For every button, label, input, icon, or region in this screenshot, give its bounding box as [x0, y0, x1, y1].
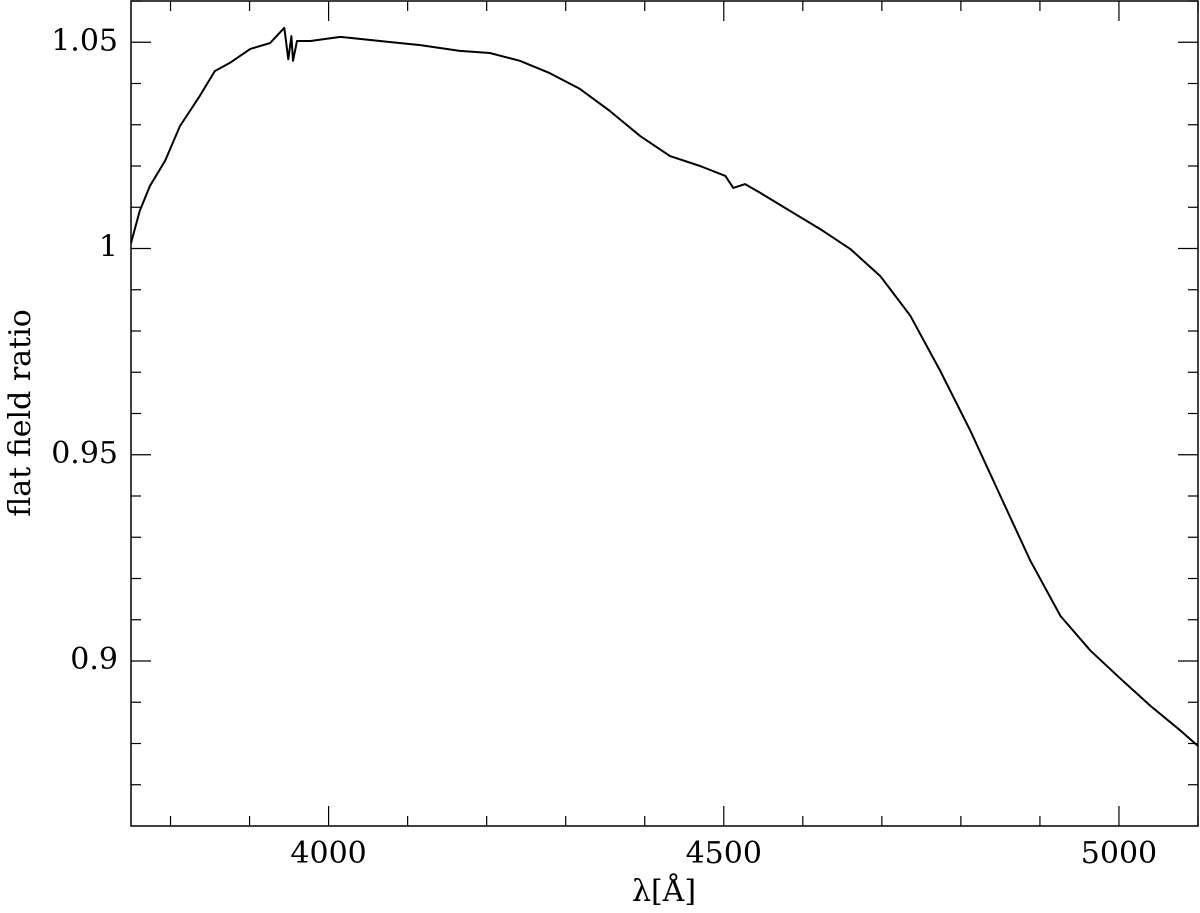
x-axis-label: λ[Å]	[632, 873, 696, 909]
x-tick-label: 5000	[1081, 836, 1157, 871]
x-tick-label: 4000	[290, 836, 366, 871]
y-tick-label: 0.9	[70, 642, 118, 677]
y-tick-label: 0.95	[51, 436, 118, 471]
data-line	[130, 26, 1199, 747]
y-axis-label: flat field ratio	[3, 309, 38, 517]
x-tick-label: 4500	[686, 836, 762, 871]
y-tick-label: 1	[99, 230, 118, 265]
y-tick-label: 1.05	[51, 23, 118, 58]
plot-frame	[130, 0, 1199, 827]
